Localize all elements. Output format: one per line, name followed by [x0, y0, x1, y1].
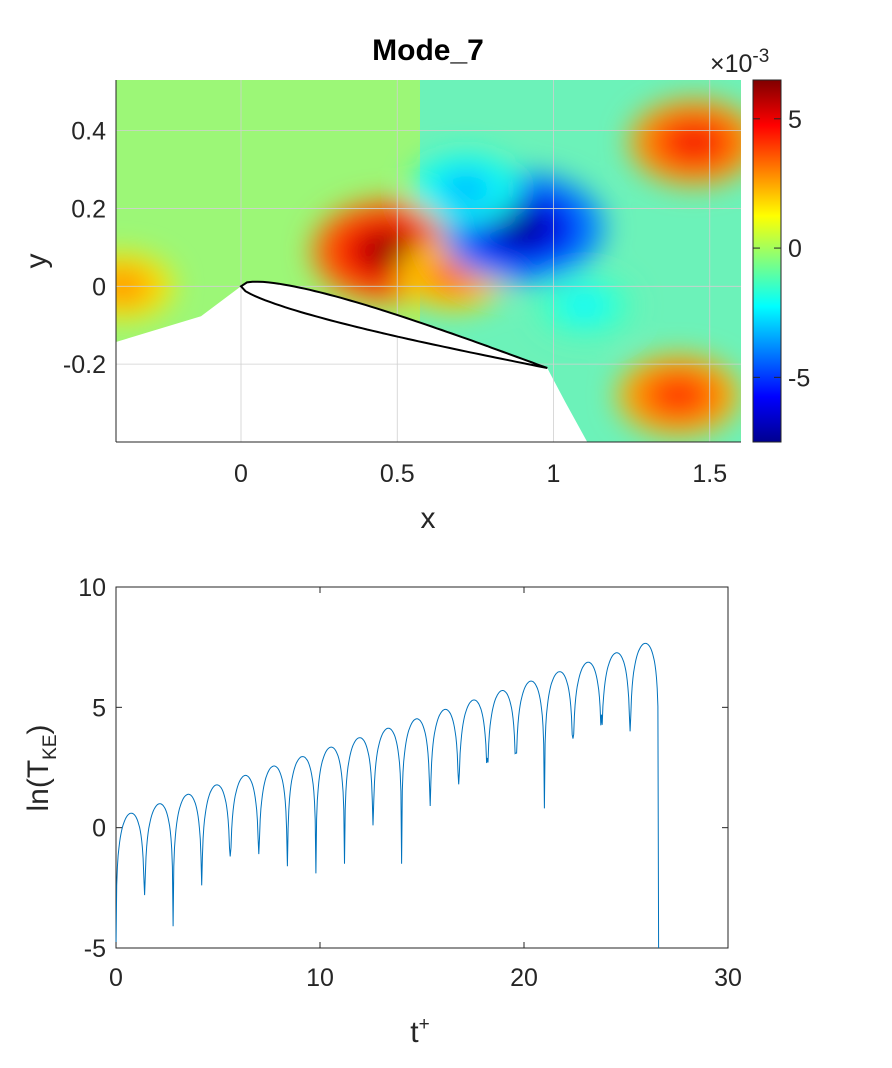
colorbar-ticks: -5 0 5 [753, 106, 810, 392]
colorbar-tick-label: 5 [788, 106, 802, 134]
colorbar-exponent: ×10-3 [710, 46, 769, 78]
colorbar-tick-label: -5 [788, 364, 810, 392]
x-tick-label: 0 [109, 964, 123, 992]
field-blob [572, 298, 597, 314]
x-tick-labels: 0 10 20 30 [109, 587, 742, 992]
y-tick-label: -0.2 [63, 351, 106, 379]
plot-area [115, 586, 729, 949]
airfoil-outline [239, 280, 548, 369]
field-blob [663, 385, 694, 406]
y-tick-label: 0 [92, 815, 106, 843]
field-blob [452, 180, 480, 198]
y-tick-labels: -5 0 5 10 [78, 574, 728, 963]
x-tick-label: 30 [714, 964, 742, 992]
field-blob [677, 131, 711, 154]
x-tick-label: 20 [510, 964, 538, 992]
x-tick-label: 1.5 [692, 460, 727, 488]
x-axis-label: t+ [410, 1014, 429, 1049]
y-tick-label: 10 [78, 574, 106, 602]
chart-title: Mode_7 [372, 34, 484, 67]
field-blob [501, 214, 543, 242]
y-tick-label: -5 [84, 935, 106, 963]
grid-lines [116, 80, 741, 442]
y-tick-label: 0.4 [71, 118, 106, 146]
y-tick-label: 0 [92, 273, 106, 301]
colorbar [752, 79, 782, 443]
x-axis-label: x [421, 502, 436, 535]
y-tick-label: 0.2 [71, 195, 106, 223]
x-tick-label: 0.5 [380, 460, 415, 488]
x-tick-label: 1 [547, 460, 561, 488]
y-tick-labels: -0.2 0 0.2 0.4 [63, 118, 106, 380]
x-tick-label: 10 [306, 964, 334, 992]
colorbar-tick-label: 0 [788, 235, 802, 263]
field-blob [369, 238, 407, 264]
x-tick-label: 0 [234, 460, 248, 488]
x-tick-labels: 0 0.5 1 1.5 [234, 460, 727, 488]
contour-panel: Mode_7 0 0.5 1 1.5 -0.2 0 0.2 0.4 x y -5 0 5 ×10… [20, 34, 810, 535]
series-line [115, 642, 660, 949]
field-blob [439, 265, 468, 284]
contour-field [116, 80, 741, 442]
y-axis-label: y [20, 254, 53, 269]
y-tick-label: 5 [92, 694, 106, 722]
y-axis-label: ln(TKE) [22, 724, 61, 811]
